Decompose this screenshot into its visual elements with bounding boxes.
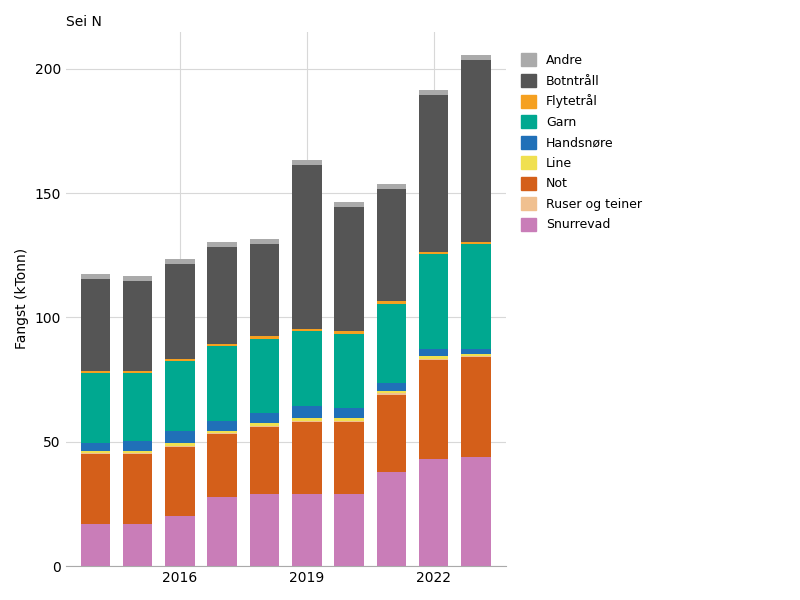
Bar <box>419 356 449 359</box>
Bar <box>123 524 153 566</box>
Bar <box>123 440 153 451</box>
Bar <box>334 494 364 566</box>
Bar <box>250 336 279 338</box>
Bar <box>81 453 110 454</box>
Bar <box>419 349 449 356</box>
Bar <box>292 418 322 421</box>
Bar <box>207 242 237 247</box>
Bar <box>377 301 406 304</box>
Bar <box>461 457 490 566</box>
Bar <box>292 494 322 566</box>
Bar <box>165 359 194 361</box>
Bar <box>123 373 153 440</box>
Bar <box>334 334 364 408</box>
Bar <box>207 344 237 346</box>
Bar <box>461 357 490 457</box>
Bar <box>123 281 153 371</box>
Bar <box>165 264 194 359</box>
Bar <box>207 497 237 566</box>
Bar <box>377 184 406 190</box>
Bar <box>165 361 194 431</box>
Bar <box>207 421 237 431</box>
Bar <box>461 356 490 357</box>
Bar <box>123 454 153 524</box>
Bar <box>81 371 110 373</box>
Bar <box>334 207 364 331</box>
Bar <box>419 254 449 349</box>
Bar <box>292 164 322 329</box>
Bar <box>165 259 194 264</box>
Bar <box>81 454 110 524</box>
Bar <box>250 338 279 413</box>
Bar <box>250 425 279 427</box>
Bar <box>461 60 490 242</box>
Bar <box>461 349 490 353</box>
Bar <box>377 383 406 391</box>
Bar <box>207 434 237 497</box>
Bar <box>292 422 322 494</box>
Bar <box>250 244 279 336</box>
Bar <box>250 423 279 425</box>
Y-axis label: Fangst (kTonn): Fangst (kTonn) <box>15 248 29 349</box>
Bar <box>165 517 194 566</box>
Bar <box>419 90 449 95</box>
Bar <box>207 247 237 344</box>
Legend: Andre, Botntråll, Flytetrål, Garn, Handsnøre, Line, Not, Ruser og teiner, Snurre: Andre, Botntråll, Flytetrål, Garn, Hands… <box>516 49 647 236</box>
Bar <box>461 55 490 60</box>
Bar <box>123 453 153 454</box>
Bar <box>81 524 110 566</box>
Bar <box>377 472 406 566</box>
Bar <box>292 406 322 418</box>
Bar <box>123 371 153 373</box>
Bar <box>250 494 279 566</box>
Bar <box>165 447 194 517</box>
Bar <box>165 443 194 446</box>
Bar <box>207 346 237 421</box>
Bar <box>461 244 490 349</box>
Bar <box>292 421 322 422</box>
Bar <box>419 360 449 459</box>
Bar <box>377 395 406 472</box>
Bar <box>419 95 449 251</box>
Bar <box>81 373 110 443</box>
Bar <box>334 202 364 207</box>
Text: Sei N: Sei N <box>66 15 102 29</box>
Bar <box>334 408 364 418</box>
Bar <box>419 459 449 566</box>
Bar <box>250 239 279 244</box>
Bar <box>165 446 194 447</box>
Bar <box>292 160 322 164</box>
Bar <box>81 274 110 279</box>
Bar <box>123 451 153 453</box>
Bar <box>250 427 279 494</box>
Bar <box>165 431 194 443</box>
Bar <box>377 391 406 394</box>
Bar <box>81 279 110 371</box>
Bar <box>292 331 322 406</box>
Bar <box>207 431 237 433</box>
Bar <box>334 418 364 421</box>
Bar <box>419 359 449 360</box>
Bar <box>334 422 364 494</box>
Bar <box>377 304 406 383</box>
Bar <box>81 443 110 451</box>
Bar <box>123 277 153 281</box>
Bar <box>377 190 406 301</box>
Bar <box>292 329 322 331</box>
Bar <box>461 242 490 244</box>
Bar <box>377 394 406 395</box>
Bar <box>334 421 364 422</box>
Bar <box>419 251 449 254</box>
Bar <box>334 331 364 334</box>
Bar <box>207 433 237 434</box>
Bar <box>250 413 279 423</box>
Bar <box>81 451 110 453</box>
Bar <box>461 353 490 356</box>
